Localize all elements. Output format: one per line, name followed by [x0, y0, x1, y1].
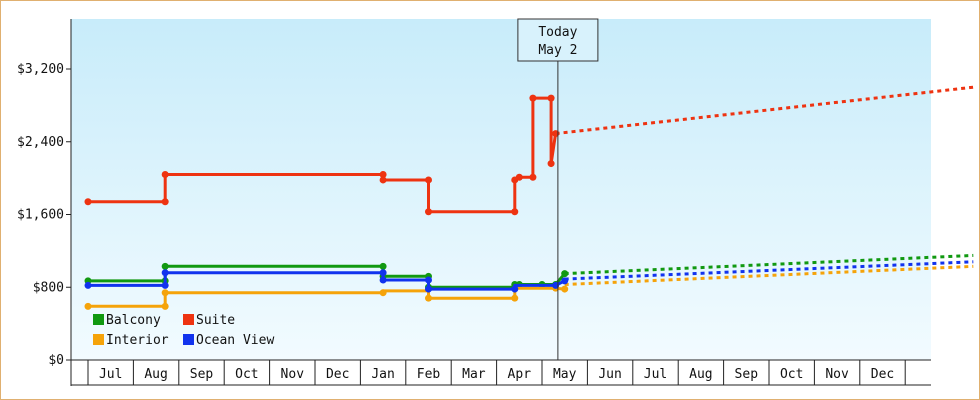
x-tick-label: Dec [326, 367, 349, 382]
data-point [561, 277, 569, 285]
data-point [161, 289, 169, 297]
data-point [425, 176, 432, 184]
data-point [379, 276, 387, 284]
x-axis-ticks: Jul Aug Sep Oct Nov Dec Jan Feb Mar Apr May Jun Jul A… [87, 360, 906, 385]
axes [70, 19, 931, 386]
legend-swatch [183, 314, 194, 325]
x-tick-label: Mar [462, 367, 486, 382]
y-tick-label: $1,600 [17, 208, 64, 223]
y-tick-label: $800 [33, 280, 64, 295]
data-point [379, 170, 387, 178]
x-tick-label: Nov [825, 367, 849, 382]
x-tick-label: Sep [735, 367, 759, 382]
data-point [379, 176, 387, 184]
today-box [517, 18, 599, 62]
plot-background [71, 19, 931, 360]
data-point [511, 294, 519, 302]
data-point [425, 285, 432, 293]
x-tick-label: Oct [780, 367, 803, 382]
y-tick-label: $0 [48, 353, 64, 368]
data-point [425, 208, 432, 216]
data-point [547, 94, 555, 102]
legend-label: Balcony [106, 313, 161, 328]
x-tick-label: Aug [689, 367, 712, 382]
data-point [379, 262, 387, 270]
x-tick-label: Jul [99, 367, 122, 382]
data-point [515, 173, 523, 181]
data-point [84, 198, 92, 206]
data-point [84, 302, 92, 310]
x-tick-label: May [553, 367, 577, 382]
legend-swatch [93, 334, 104, 345]
legend-swatch [93, 314, 104, 325]
x-tick-label: Jan [371, 367, 394, 382]
y-tick-label: $3,200 [17, 62, 64, 77]
y-axis-ticks: $0 $800 $1,600 $2,400 $3,200 [17, 62, 71, 368]
data-point [161, 170, 169, 178]
today-date: May 2 [538, 43, 577, 58]
x-tick-label: Aug [144, 367, 167, 382]
data-point [425, 276, 432, 284]
data-point [161, 198, 169, 206]
x-tick-label: Jul [644, 367, 667, 382]
data-point [561, 285, 569, 293]
data-point [161, 262, 169, 270]
data-point [529, 94, 537, 102]
x-tick-label: Oct [235, 367, 258, 382]
x-tick-label: Feb [417, 367, 441, 382]
legend-swatch [183, 334, 194, 345]
data-point [161, 269, 169, 277]
x-tick-label: Nov [281, 367, 305, 382]
forecast-lines [555, 85, 974, 287]
data-point [84, 281, 92, 289]
today-label: Today [538, 25, 577, 40]
x-tick-label: Sep [190, 367, 214, 382]
legend-label: Ocean View [196, 333, 274, 348]
series-lines [84, 94, 569, 310]
legend-label: Interior [106, 333, 169, 348]
data-point [379, 289, 387, 297]
x-tick-label: Jun [598, 367, 621, 382]
forecast-line [555, 85, 974, 136]
data-point [511, 285, 519, 293]
data-point [425, 294, 432, 302]
data-point [561, 270, 569, 278]
x-tick-label: Apr [508, 367, 532, 382]
data-point [552, 130, 560, 138]
today-marker: Today May 2 [517, 18, 599, 360]
y-tick-label: $2,400 [17, 135, 64, 150]
legend-label: Suite [196, 313, 235, 328]
data-point [529, 173, 537, 181]
data-point [511, 208, 519, 216]
legend: Balcony Suite Interior Ocean View [93, 313, 274, 348]
data-point [547, 160, 555, 168]
data-point [161, 281, 169, 289]
x-tick-label: Dec [871, 367, 894, 382]
data-point [379, 269, 387, 277]
data-point [161, 302, 169, 310]
data-point [552, 281, 560, 289]
